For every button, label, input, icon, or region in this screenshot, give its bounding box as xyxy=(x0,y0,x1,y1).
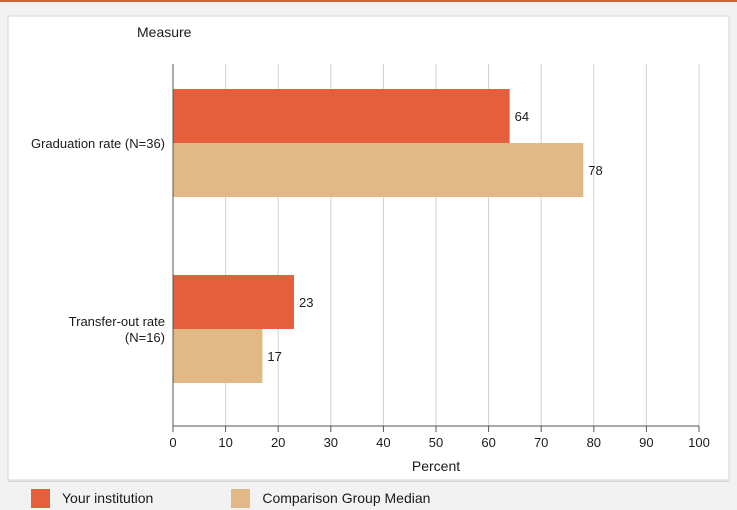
data-label-1-1: 17 xyxy=(267,349,281,364)
x-tick-label-50: 50 xyxy=(429,435,443,450)
category-axis-title: Measure xyxy=(137,24,192,40)
x-tick-label-30: 30 xyxy=(324,435,338,450)
x-tick-label-70: 70 xyxy=(534,435,548,450)
category-label-1-line-0: Transfer-out rate xyxy=(69,314,165,329)
bar-comparison-median-1 xyxy=(173,329,263,383)
legend-item-your-institution: Your institution xyxy=(31,488,154,508)
x-tick-label-100: 100 xyxy=(688,435,710,450)
data-label-1-0: 78 xyxy=(588,163,602,178)
chart-svg: 64 78 23 17 0 10 20 30 40 50 60 70 80 90 100 Graduatio… xyxy=(7,15,730,481)
axes: 0 10 20 30 40 50 60 70 80 90 100 Graduation rate (N… xyxy=(31,64,710,450)
legend: Your institution Comparison Group Median xyxy=(31,487,508,509)
data-label-0-0: 64 xyxy=(515,109,529,124)
x-axis-title: Percent xyxy=(412,458,460,474)
plot-panel-background xyxy=(7,15,730,481)
x-tick-label-20: 20 xyxy=(271,435,285,450)
legend-label-comparison-group-median: Comparison Group Median xyxy=(262,490,431,506)
legend-swatch-your-institution xyxy=(31,488,50,508)
data-label-0-1: 23 xyxy=(299,295,313,310)
x-tick-label-60: 60 xyxy=(481,435,495,450)
category-label-1-line-1: (N=16) xyxy=(125,330,165,345)
bars: 64 78 23 17 xyxy=(173,89,603,383)
legend-label-your-institution: Your institution xyxy=(62,490,154,506)
bar-your-institution-1 xyxy=(173,275,294,329)
category-label-0-line-0: Graduation rate (N=36) xyxy=(31,136,165,151)
bar-comparison-median-0 xyxy=(173,143,584,197)
x-tick-label-0: 0 xyxy=(169,435,176,450)
x-tick-label-10: 10 xyxy=(218,435,232,450)
bar-your-institution-0 xyxy=(173,89,510,143)
x-tick-label-40: 40 xyxy=(376,435,390,450)
legend-divider xyxy=(8,481,729,482)
legend-swatch-comparison-group-median xyxy=(231,488,251,508)
x-tick-label-80: 80 xyxy=(587,435,601,450)
x-tick-label-90: 90 xyxy=(639,435,653,450)
legend-item-comparison-group-median: Comparison Group Median xyxy=(231,488,431,508)
